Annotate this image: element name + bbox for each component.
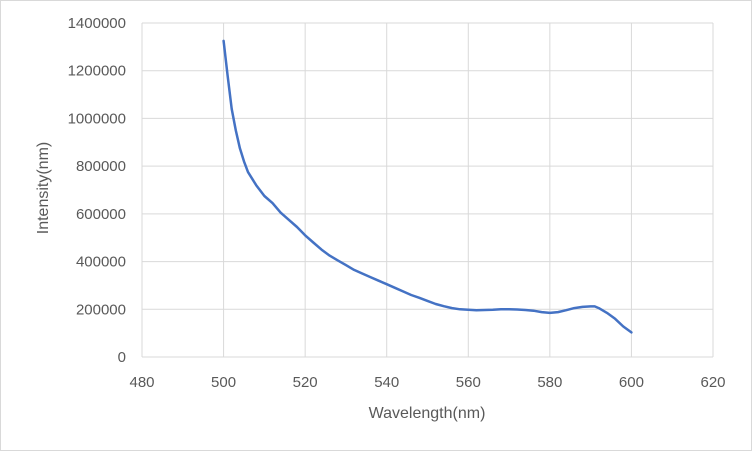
x-tick-label: 580: [537, 374, 562, 391]
y-tick-label: 1400000: [68, 15, 126, 32]
y-tick-label: 400000: [76, 254, 126, 271]
series-layer: [222, 39, 633, 334]
y-tick-label: 1200000: [68, 63, 126, 80]
x-tick-label: 480: [129, 374, 154, 391]
axes: [141, 23, 713, 358]
y-tick-label: 1000000: [68, 110, 126, 127]
y-tick-label: 0: [118, 349, 126, 366]
y-tick-label: 600000: [76, 206, 126, 223]
series-line: [222, 39, 633, 334]
grid-lines: [142, 22, 714, 357]
x-tick-label: 620: [700, 374, 725, 391]
tick-labels: 480 500 520 540 560 580 600 620 0 200000 400000 600…: [68, 15, 726, 391]
x-tick-label: 600: [619, 374, 644, 391]
x-tick-label: 500: [211, 374, 236, 391]
x-tick-label: 540: [374, 374, 399, 391]
x-tick-label: 520: [293, 374, 318, 391]
y-tick-label: 800000: [76, 158, 126, 175]
x-axis-title: Wavelength(nm): [369, 405, 486, 422]
y-axis-title: Intensity(nm): [35, 142, 52, 234]
y-tick-label: 200000: [76, 301, 126, 318]
x-tick-label: 560: [456, 374, 481, 391]
